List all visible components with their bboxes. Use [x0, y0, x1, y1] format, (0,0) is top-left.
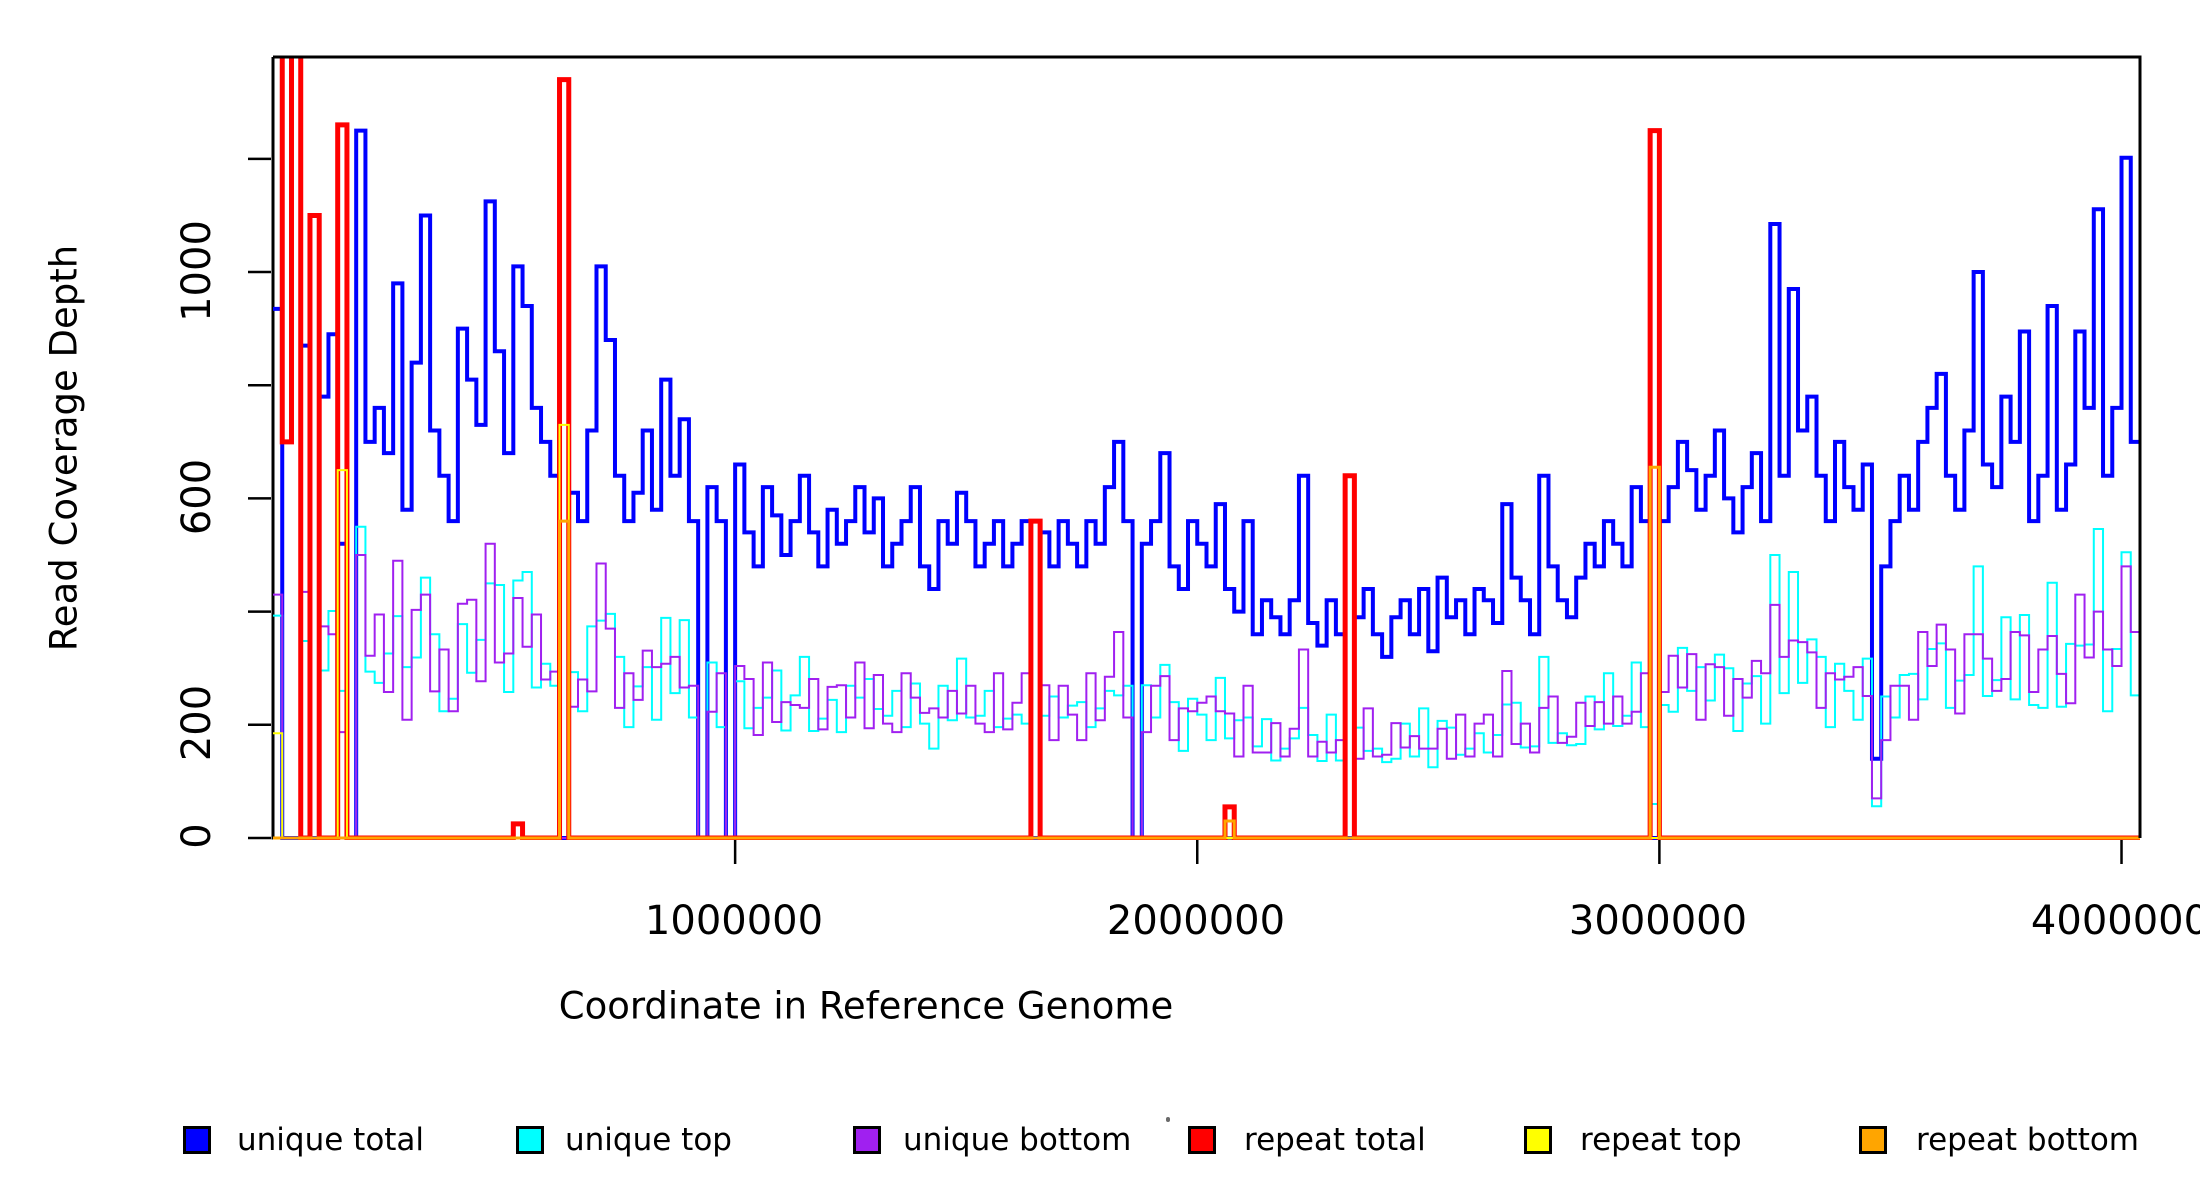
unique-top-swatch-icon	[516, 1126, 544, 1154]
legend-label-repeat-bottom: repeat bottom	[1916, 1122, 2140, 1158]
legend-label-unique-bottom: unique bottom	[903, 1122, 1132, 1158]
series-unique-total-line	[273, 128, 2140, 840]
legend-item-repeat-top	[1524, 1122, 1552, 1158]
legend-item-unique-bottom	[853, 1122, 881, 1158]
legend-label-repeat-total: repeat total	[1244, 1122, 1426, 1158]
legend-label-repeat-top: repeat top	[1580, 1122, 1742, 1158]
x-tick-label-2000000: 2000000	[1106, 898, 1286, 944]
legend-label-unique-top: unique top	[565, 1122, 732, 1158]
x-tick-label-4000000: 4000000	[2030, 898, 2200, 944]
unique-total-swatch-icon	[183, 1126, 211, 1154]
legend-label-unique-total: unique total	[237, 1122, 425, 1158]
x-axis-title: Coordinate in Reference Genome	[558, 984, 1174, 1028]
series-unique-bottom-line	[273, 542, 2140, 839]
series-repeat-bottom-line	[273, 465, 2140, 840]
y-tick-label-0: 0	[174, 823, 220, 849]
stray-dot	[1166, 1117, 1170, 1122]
legend-item-repeat-total	[1188, 1122, 1216, 1158]
y-tick-label-1000: 1000	[174, 220, 220, 322]
y-tick-label-200: 200	[174, 684, 220, 762]
unique-bottom-swatch-icon	[853, 1126, 881, 1154]
legend-item-repeat-bottom	[1859, 1122, 1887, 1158]
legend-item-unique-top	[516, 1122, 544, 1158]
series-repeat-top-line	[273, 423, 2140, 839]
y-axis-title: Read Coverage Depth	[42, 244, 86, 652]
x-tick-label-3000000: 3000000	[1568, 898, 1748, 944]
x-tick-label-1000000: 1000000	[644, 898, 824, 944]
series-unique-top-line	[273, 525, 2140, 839]
plot-border	[273, 55, 2142, 838]
repeat-top-swatch-icon	[1524, 1126, 1552, 1154]
legend-item-unique-total	[183, 1122, 211, 1158]
repeat-total-swatch-icon	[1188, 1126, 1216, 1154]
y-tick-label-600: 600	[174, 458, 220, 536]
repeat-bottom-swatch-icon	[1859, 1126, 1887, 1154]
